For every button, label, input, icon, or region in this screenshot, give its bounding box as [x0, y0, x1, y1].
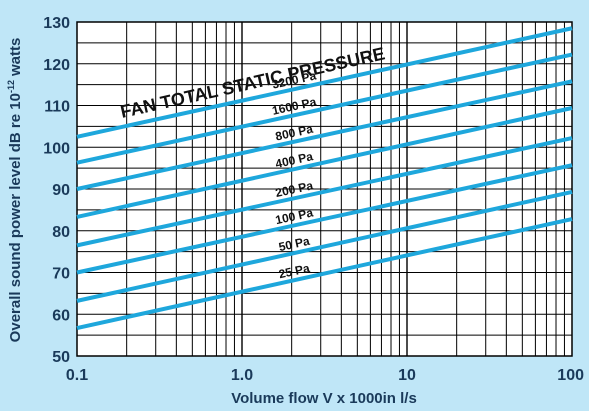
x-tick-label: 100 [557, 367, 584, 384]
y-axis-label-sup: -12 [6, 80, 16, 93]
y-axis-label: Overall sound power level dB re 10-12 wat… [6, 38, 24, 343]
x-axis-label: Volume flow V x 1000in l/s [231, 390, 417, 407]
series-line [76, 136, 573, 248]
series-line [76, 217, 573, 330]
series-label: 25 Pa [277, 261, 311, 281]
x-tick-label: 1.0 [231, 367, 253, 384]
y-tick-label: 100 [43, 140, 70, 157]
x-tick-label: 10 [398, 367, 416, 384]
y-tick-label: 110 [44, 99, 70, 116]
y-tick-label: 90 [52, 182, 70, 199]
series-line [76, 189, 573, 303]
series-line [76, 26, 573, 139]
y-tick-label: 70 [52, 266, 70, 283]
x-tick-label: 0.1 [66, 367, 88, 384]
series-line [76, 106, 573, 219]
series-label: 50 Pa [277, 234, 311, 254]
series-line [76, 163, 573, 275]
y-tick-label: 60 [52, 307, 70, 324]
y-tick-label: 130 [43, 15, 70, 32]
y-axis-label-main: Overall sound power level dB re 10 [7, 93, 24, 342]
y-tick-label: 120 [43, 57, 70, 74]
y-tick-label: 80 [52, 224, 70, 241]
series-line [76, 52, 573, 165]
y-axis-label-tail: watts [7, 38, 24, 77]
y-tick-labels: 50 60 70 80 90 100 110 120 130 [43, 15, 70, 366]
series-line [76, 79, 573, 191]
series-lines [76, 26, 573, 330]
y-tick-label: 50 [52, 349, 70, 366]
x-tick-labels: 0.1 1.0 10 100 [66, 367, 584, 384]
grid [77, 22, 572, 356]
